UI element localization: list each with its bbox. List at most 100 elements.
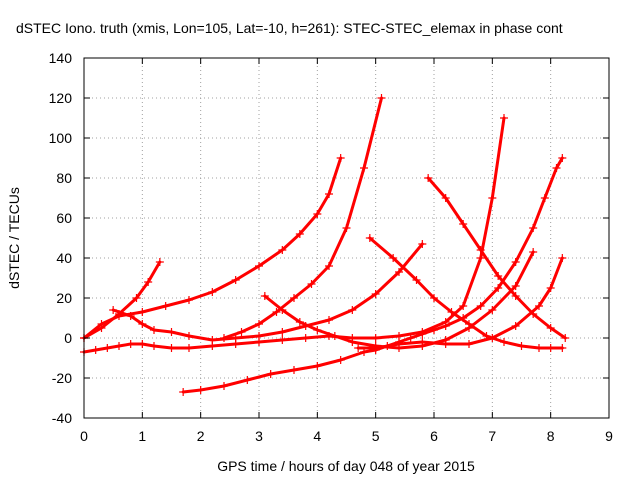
data-point [220, 334, 228, 342]
data-point [511, 322, 520, 330]
data-point [243, 376, 252, 384]
data-point [278, 328, 287, 336]
y-tick-label: 120 [49, 90, 73, 106]
data-point [348, 306, 357, 314]
y-tick-label: 140 [49, 50, 73, 66]
x-tick-label: 9 [605, 428, 613, 444]
data-point [91, 346, 100, 354]
data-point [295, 318, 304, 326]
data-point [476, 302, 485, 310]
y-tick-label: 80 [56, 170, 72, 186]
data-point [138, 340, 147, 348]
x-tick-label: 3 [255, 428, 263, 444]
data-point [494, 284, 503, 292]
data-point [313, 210, 322, 218]
data-point [546, 324, 555, 332]
data-point [301, 334, 310, 342]
data-point [109, 306, 118, 314]
data-point [325, 262, 333, 270]
x-tick-label: 4 [313, 428, 321, 444]
data-point [360, 164, 368, 172]
series-line [82, 156, 343, 340]
data-point [546, 344, 555, 352]
y-tick-labels: -40 -20 0 20 40 60 80 100 120 140 [49, 50, 73, 426]
data-point [167, 328, 176, 336]
x-axis-title: GPS time / hours of day 048 of year 2015 [217, 458, 475, 474]
data-point [488, 194, 497, 202]
data-point [185, 296, 193, 304]
data-point [295, 230, 304, 238]
data-series [354, 254, 567, 352]
data-point [179, 388, 188, 396]
data-point [132, 294, 141, 302]
data-point [529, 248, 538, 256]
data-point [418, 240, 427, 248]
data-point [371, 344, 380, 352]
data-point [278, 246, 287, 254]
data-point [313, 326, 322, 334]
data-point [290, 366, 298, 374]
data-point [150, 326, 158, 334]
series-layer [80, 94, 570, 396]
data-point [231, 276, 240, 284]
data-point [371, 334, 380, 342]
data-point [144, 278, 153, 286]
x-tick-label: 5 [372, 428, 380, 444]
data-point [290, 294, 298, 302]
x-tick-label: 6 [430, 428, 438, 444]
series-line [111, 242, 424, 342]
data-point [424, 174, 433, 182]
data-point [272, 308, 281, 316]
data-series [424, 174, 570, 342]
x-tick-labels: 0 1 2 3 4 5 6 7 8 9 [80, 428, 613, 444]
chart-title: dSTEC Iono. truth (xmis, Lon=105, Lat=-1… [16, 20, 563, 36]
plot-frame [83, 57, 610, 419]
data-point [161, 302, 170, 310]
data-point [260, 292, 269, 300]
data-point [185, 344, 193, 352]
data-point [418, 330, 427, 338]
data-point [500, 338, 508, 346]
data-point [255, 338, 263, 346]
data-point [307, 280, 316, 288]
data-point [546, 284, 555, 292]
y-tick-label: 0 [64, 330, 72, 346]
data-point [237, 328, 246, 336]
data-point [459, 302, 468, 310]
data-point [278, 336, 287, 344]
x-tick-label: 0 [80, 428, 88, 444]
data-point [430, 326, 438, 334]
data-point [511, 292, 520, 300]
data-point [447, 308, 456, 316]
data-point [208, 342, 217, 350]
data-point [336, 356, 345, 364]
data-point [529, 224, 538, 232]
data-point [558, 154, 567, 162]
data-point [208, 288, 217, 296]
data-point [465, 340, 473, 348]
data-point [395, 268, 403, 276]
data-point [167, 344, 176, 352]
data-point [488, 334, 497, 342]
data-point [561, 334, 570, 342]
data-point [476, 254, 485, 262]
data-point [150, 342, 158, 350]
data-point [231, 340, 240, 348]
data-point [558, 344, 567, 352]
data-point [412, 276, 421, 284]
data-point [126, 312, 135, 320]
data-point [371, 290, 380, 298]
data-point [365, 234, 374, 242]
y-tick-label: 100 [49, 130, 73, 146]
y-tick-label: 60 [56, 210, 72, 226]
data-point [558, 254, 567, 262]
data-point [441, 340, 450, 348]
data-point [255, 262, 263, 270]
data-point [500, 114, 508, 122]
data-point [389, 254, 398, 262]
data-point [459, 220, 468, 228]
data-point [348, 338, 357, 346]
y-tick-label: 40 [56, 250, 72, 266]
data-point [325, 316, 333, 324]
